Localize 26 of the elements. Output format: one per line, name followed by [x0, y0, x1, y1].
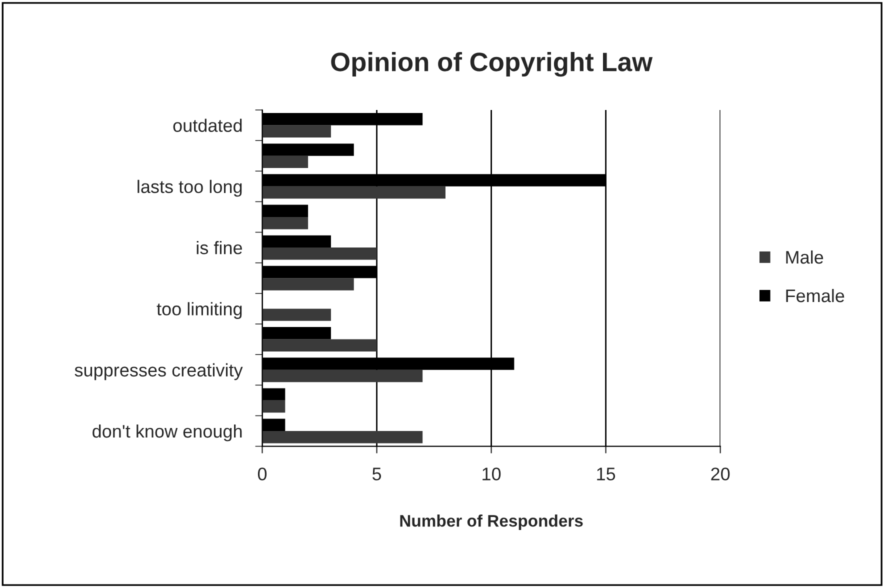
y-tick-label: lasts too long	[138, 180, 242, 197]
x-tick-label: 10	[482, 468, 501, 480]
y-tick-label: outdated	[173, 118, 242, 132]
bar	[262, 400, 286, 413]
bar	[262, 370, 423, 382]
bar	[262, 156, 308, 168]
y-tick-label: too limiting	[156, 302, 242, 319]
legend-label: Male	[786, 250, 824, 264]
legend-label: Female	[786, 288, 844, 302]
x-tick-label: 15	[597, 468, 616, 480]
y-tick-label: is fine	[196, 241, 242, 254]
y-tick-label: suppresses creativity	[74, 363, 243, 380]
bar	[262, 278, 354, 290]
bar	[262, 216, 308, 230]
chart-title: Opinion of Copyright Law	[331, 52, 653, 77]
y-tick-label: don't know enough	[92, 424, 242, 442]
bar	[262, 248, 377, 260]
x-axis-title: Number of Responders	[400, 514, 583, 530]
x-tick-label: 20	[711, 468, 730, 480]
bar	[262, 308, 331, 321]
bar	[262, 186, 446, 199]
bar	[262, 431, 423, 444]
x-tick-label: 0	[258, 468, 267, 480]
bar	[262, 339, 377, 352]
x-tick-label: 5	[372, 468, 382, 480]
bar	[262, 125, 331, 138]
